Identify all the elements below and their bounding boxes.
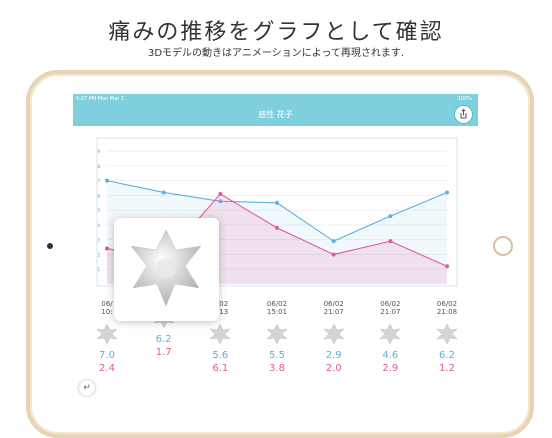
nav-bar: 感性 花子: [73, 104, 478, 126]
reading-date: 06/02: [380, 300, 401, 308]
reading-value-blue: 4.6: [382, 350, 399, 361]
reading-value-blue: 2.9: [325, 350, 342, 361]
series-2-point: [445, 264, 449, 269]
app-screen: 5:07 PM Mon Mar 1 100% 感性 花子 1 2 3 4 5 6 7 8 9 0…: [73, 94, 478, 414]
status-time: 5:07 PM Mon Mar 1: [76, 96, 125, 102]
reading-column[interactable]: 6/02 9:13 5.6 6.1: [200, 300, 240, 374]
3d-model-thumbnail-icon: [209, 323, 232, 345]
nav-title: 感性 花子: [258, 110, 293, 119]
3d-model-thumbnail-icon: [266, 323, 288, 345]
y-tick-label: 4: [97, 223, 100, 228]
y-tick-label: 2: [97, 252, 100, 257]
series-1-point: [388, 214, 393, 219]
reading-column[interactable]: 06/10: 7.0 2.4: [87, 300, 127, 374]
reading-date: 06/02: [266, 300, 288, 308]
reading-value-pink: 2.9: [382, 363, 399, 374]
series-1-point: [275, 200, 279, 205]
reading-value-blue: 7.0: [99, 350, 115, 361]
share-button[interactable]: [455, 106, 472, 123]
status-battery: 100%: [457, 96, 472, 102]
reading-time: 21:07: [323, 308, 344, 316]
reading-value-pink: 6.1: [212, 363, 229, 374]
y-tick-label: 6: [97, 193, 100, 198]
reading-column[interactable]: 06/02 21:07 4.6 2.9: [370, 300, 410, 374]
page-subtitle: 3Dモデルの動きはアニメーションによって再現されます.: [147, 48, 405, 59]
y-tick-label: 5: [97, 208, 100, 213]
reading-value-pink: 1.2: [439, 363, 455, 374]
reading-value-blue: 6.2: [439, 350, 455, 361]
series-2-point: [218, 191, 223, 196]
y-tick-label: 8: [97, 164, 100, 169]
series-1-point: [445, 190, 449, 195]
y-tick-label: 9: [97, 149, 100, 154]
reading-value-blue: 6.2: [155, 334, 172, 345]
reading-date: 06/02: [323, 300, 344, 308]
reading-time: 9:13: [212, 308, 229, 316]
reading-value-pink: 2.4: [99, 363, 115, 374]
reading-column[interactable]: 06/02 21:07 2.9 2.0: [314, 300, 354, 374]
reading-value-pink: 3.8: [269, 363, 285, 374]
back-button[interactable]: ↵: [79, 380, 95, 396]
model-preview-popup[interactable]: [114, 218, 219, 321]
reading-value-blue: 5.5: [269, 350, 285, 361]
y-tick-label: 1: [97, 267, 100, 272]
reading-date: 6/02: [212, 300, 229, 308]
reading-date: 06/: [101, 300, 113, 308]
3d-model-thumbnail-icon: [379, 323, 402, 345]
back-arrow-icon: ↵: [83, 383, 91, 393]
reading-value-pink: 1.7: [155, 347, 172, 358]
status-bar: 5:07 PM Mon Mar 1 100%: [73, 94, 478, 104]
reading-date: 06/02: [436, 300, 458, 308]
series-2-point: [331, 252, 336, 257]
series-1-point: [218, 199, 223, 204]
share-icon: [460, 108, 467, 119]
reading-time: 15:01: [266, 308, 288, 316]
3d-model-thumbnail-icon: [436, 323, 458, 345]
series-1-point: [331, 239, 336, 244]
3d-model-thumbnail-icon: [322, 323, 345, 345]
reading-column[interactable]: 06/02 15:01 5.5 3.8: [257, 300, 297, 374]
reading-column[interactable]: 06/02 21:08 6.2 1.2: [427, 300, 467, 374]
y-tick-label: 3: [97, 238, 100, 243]
reading-time: 10:: [101, 308, 113, 316]
series-2-point: [388, 239, 393, 244]
reading-time: 21:08: [436, 308, 458, 316]
3d-model-icon: [130, 229, 202, 307]
reading-time: 21:07: [380, 308, 401, 316]
reading-value-blue: 5.6: [212, 350, 229, 361]
series-1-point: [105, 178, 109, 183]
reading-value-pink: 2.0: [325, 363, 342, 374]
series-1-point: [161, 190, 166, 195]
ipad-camera: [47, 243, 53, 249]
series-2-point: [105, 246, 109, 251]
y-tick-label: 7: [97, 179, 100, 184]
3d-model-thumbnail-icon: [96, 323, 118, 345]
series-2-point: [275, 225, 279, 230]
home-button[interactable]: [493, 236, 513, 256]
page-headline: 痛みの推移をグラフとして確認: [108, 20, 444, 45]
